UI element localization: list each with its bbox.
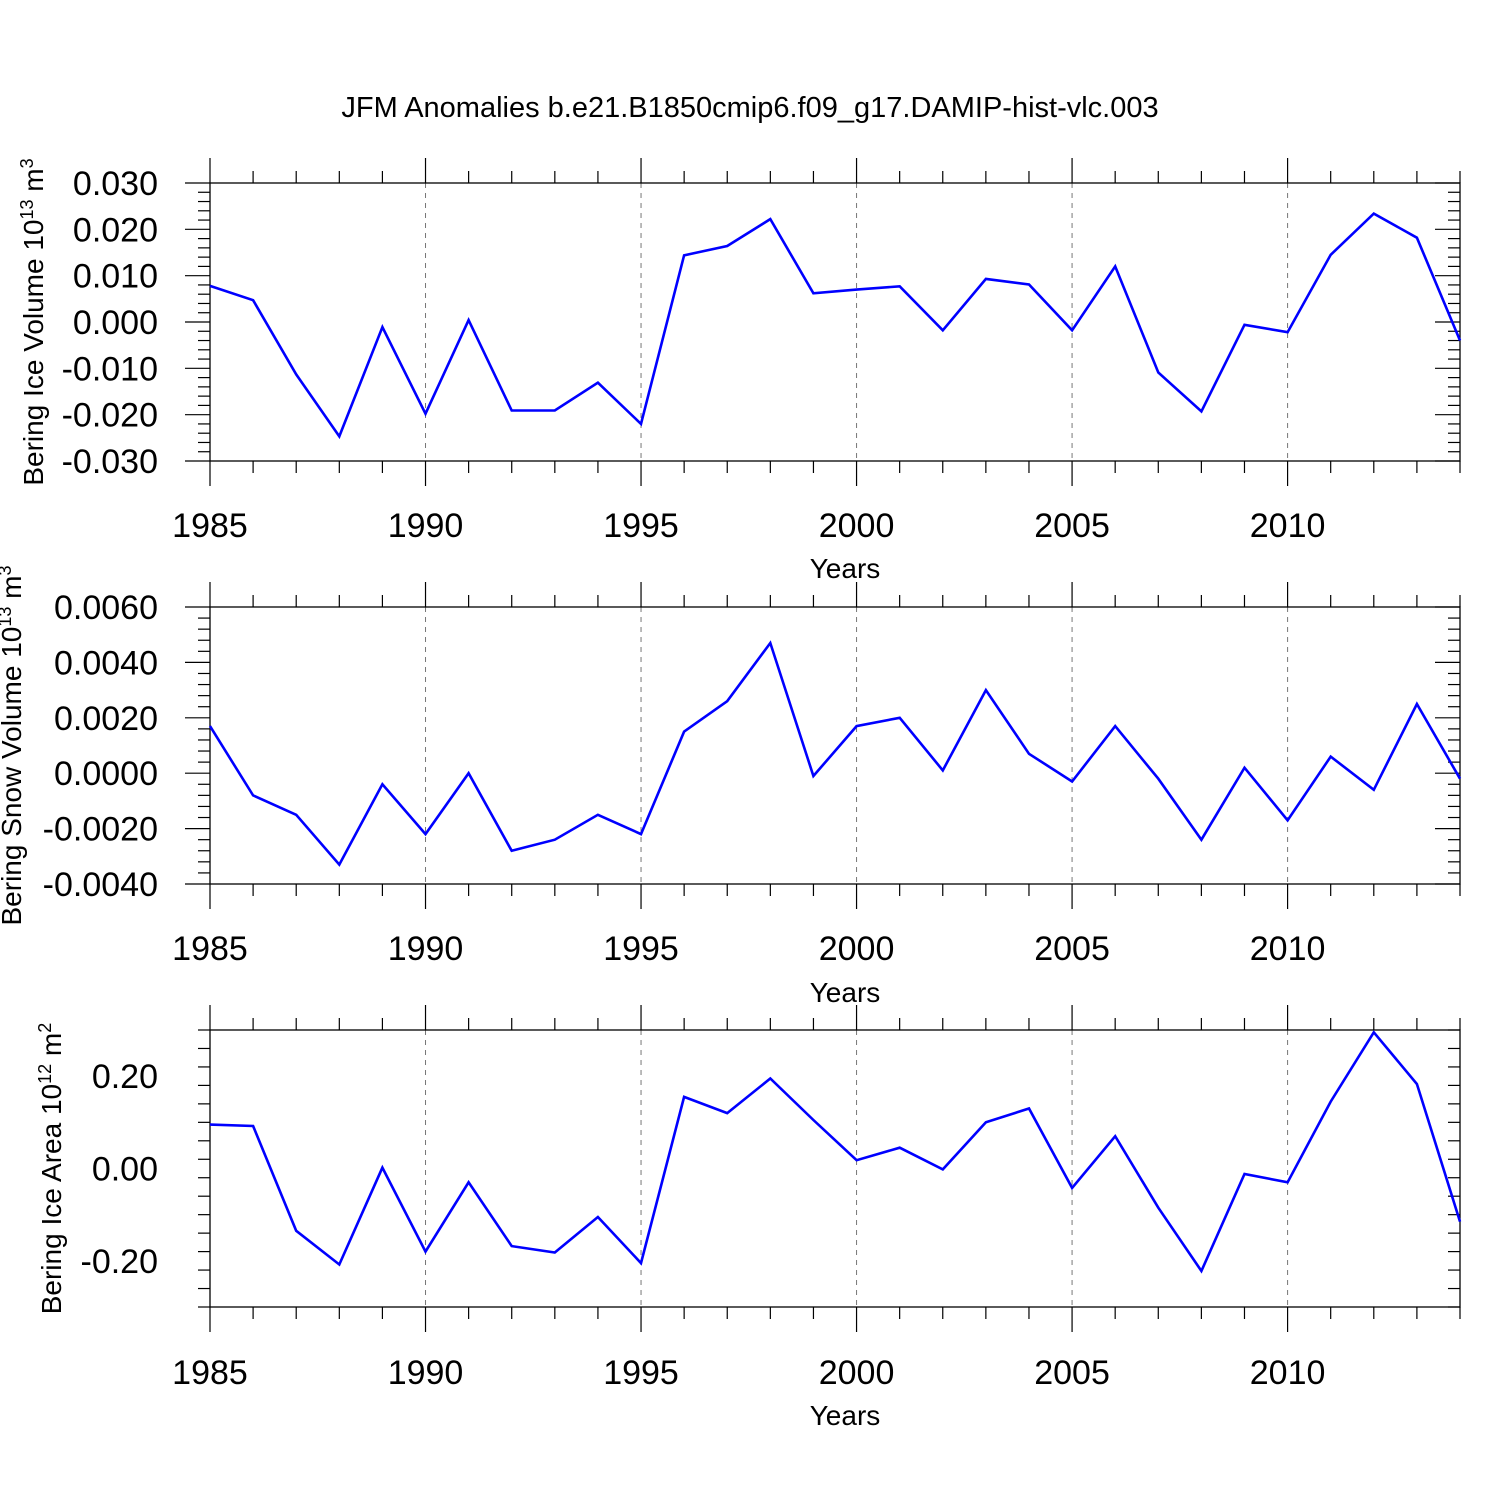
panel-snow-volume-y-label-ylabel-exp: 13 [0, 607, 15, 627]
panel-snow-volume-frame [209, 606, 1461, 885]
panel-snow-volume-x-tick-label: 1995 [603, 930, 679, 968]
panel-ice-volume-y-label-ylabel-unit: m [18, 168, 49, 199]
panel-ice-volume-y-tick-label: -0.030 [62, 443, 158, 481]
panel-ice-volume-x-tick-label: 2005 [1034, 507, 1110, 545]
panel-snow-volume-y-tick-label: -0.0020 [43, 811, 158, 849]
panel-snow-volume-x-tick-label: 2005 [1034, 930, 1110, 968]
panel-snow-volume-y-axis-label: Bering Snow Volume 1013 m3 [0, 565, 27, 925]
panel-ice-area-x-tick-label: 2010 [1250, 1354, 1326, 1392]
panel-ice-volume-x-tick-label: 2000 [819, 507, 895, 545]
panel-snow-volume-x-axis-label: Years [810, 977, 881, 1008]
panel-ice-area-y-tick-label: -0.20 [81, 1243, 159, 1281]
panel-snow-volume-x-tick-label: 1990 [388, 930, 464, 968]
panel-ice-volume-y-tick-label: 0.030 [73, 165, 158, 203]
panel-ice-area-y-axis-label: Bering Ice Area 1012 m2 [35, 1023, 67, 1315]
panel-snow-volume-y-label-ylabel: Bering Snow Volume 10 [0, 627, 27, 926]
panel-ice-volume: 1985 1990 1995 2000 2005 2010 0.030 0.020 0.010 0… [17, 158, 1462, 584]
panel-ice-volume-y-label-ylabel: Bering Ice Volume 10 [18, 219, 49, 485]
panel-ice-volume-y-axis-label: Bering Ice Volume 1013 m3 [17, 158, 49, 485]
panel-snow-volume-y-tick-label: 0.0060 [54, 589, 158, 627]
panel-ice-volume-x-axis-label: Years [810, 553, 881, 584]
panel-ice-volume-y-label-ylabel-exp: 13 [17, 199, 37, 219]
panel-snow-volume-x-tick-label: 2000 [819, 930, 895, 968]
panel-ice-area-y-tick-label: 0.00 [92, 1151, 158, 1189]
panel-ice-volume-y-tick-label: 0.020 [73, 211, 158, 249]
panel-snow-volume-y-label-ylabel-unit-exp: 3 [0, 565, 15, 575]
panel-ice-volume-y-tick-label: 0.010 [73, 258, 158, 296]
panel-snow-volume-x-tick-label: 1985 [172, 930, 248, 968]
panel-ice-area-y-label-ylabel-exp: 12 [35, 1064, 55, 1084]
panel-snow-volume-series-line [208, 640, 1462, 867]
panel-snow-volume-y-tick-label: 0.0020 [54, 700, 158, 738]
panel-snow-volume-y-tick-label: 0.0000 [54, 755, 158, 793]
panel-ice-area: 1985 1990 1995 2000 2005 2010 0.20 0.00 -0.20 Yea… [35, 1005, 1462, 1431]
panel-ice-volume-y-tick-label: 0.000 [73, 304, 158, 342]
panel-snow-volume-y-label-ylabel-unit: m [0, 576, 27, 607]
panel-snow-volume-y-tick-label: -0.0040 [43, 866, 158, 904]
panel-ice-area-x-tick-label: 1995 [603, 1354, 679, 1392]
figure-title: JFM Anomalies b.e21.B1850cmip6.f09_g17.D… [341, 92, 1158, 124]
panel-ice-volume-x-tick-label: 2010 [1250, 507, 1326, 545]
panel-ice-area-x-tick-label: 2005 [1034, 1354, 1110, 1392]
panel-ice-area-x-tick-label: 1990 [388, 1354, 464, 1392]
panel-ice-volume-frame [209, 182, 1461, 462]
panel-ice-volume-y-label-ylabel-unit-exp: 3 [17, 158, 37, 168]
panel-ice-volume-x-tick-label: 1995 [603, 507, 679, 545]
panel-ice-area-series-line [209, 1030, 1462, 1274]
panel-snow-volume-y-tick-label: 0.0040 [54, 644, 158, 682]
panel-ice-area-x-tick-label: 1985 [172, 1354, 248, 1392]
panel-ice-volume-y-tick-label: -0.010 [62, 350, 158, 388]
panel-ice-area-y-label-ylabel-unit: m [36, 1033, 67, 1064]
panel-ice-volume-y-tick-label: -0.020 [62, 397, 158, 435]
panel-ice-volume-x-tick-label: 1990 [388, 507, 464, 545]
panel-ice-area-y-tick-label: 0.20 [92, 1058, 158, 1096]
panel-ice-volume-series-line [209, 211, 1462, 440]
panel-ice-volume-x-tick-label: 1985 [172, 507, 248, 545]
panel-ice-area-frame [209, 1029, 1461, 1308]
panel-ice-area-y-label-ylabel: Bering Ice Area 10 [36, 1084, 67, 1314]
panel-ice-area-x-axis-label: Years [810, 1400, 881, 1431]
panel-snow-volume-x-tick-label: 2010 [1250, 930, 1326, 968]
panel-ice-area-x-tick-label: 2000 [819, 1354, 895, 1392]
panel-ice-area-y-label-ylabel-unit-exp: 2 [35, 1023, 55, 1033]
panel-snow-volume: 1985 1990 1995 2000 2005 2010 0.0060 0.0040 0.00… [0, 565, 1462, 1008]
